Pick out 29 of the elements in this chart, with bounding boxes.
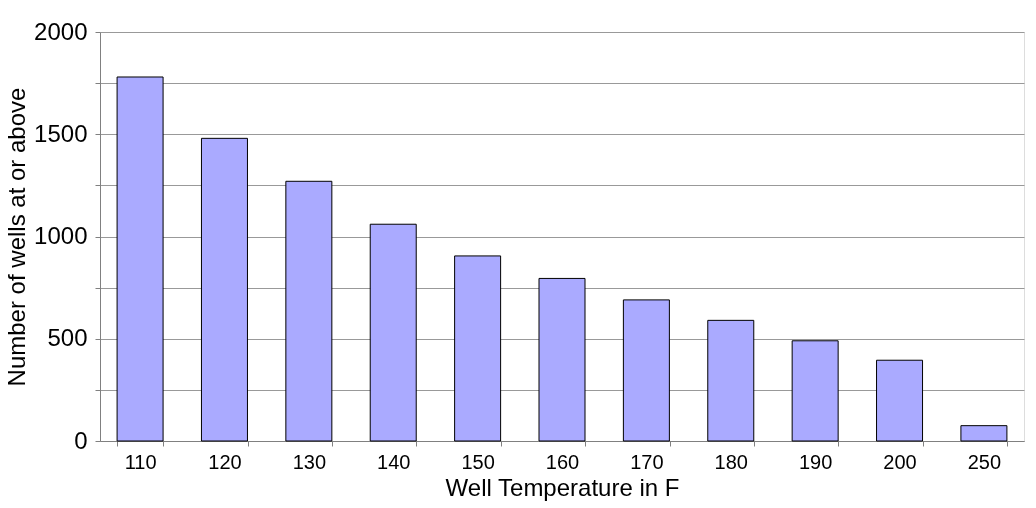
bar	[285, 180, 333, 442]
x-tick-label: 150	[461, 450, 495, 473]
bar	[538, 277, 586, 442]
bar	[622, 299, 670, 442]
bar	[960, 425, 1008, 442]
bar	[200, 137, 248, 442]
bar	[454, 255, 502, 442]
y-tick-label: 2000	[34, 17, 88, 45]
x-tick-label: 130	[292, 450, 327, 473]
bar	[116, 76, 164, 442]
x-tick-label: 120	[208, 450, 242, 473]
x-tick-label: 190	[798, 450, 833, 473]
x-tick-label: 200	[883, 450, 917, 473]
x-tick-label: 110	[124, 450, 157, 473]
bar	[369, 223, 417, 442]
bar	[791, 340, 839, 442]
x-axis-title: Well Temperature in F	[445, 473, 680, 501]
x-tick-label: 170	[630, 450, 664, 473]
x-tick-label: 180	[714, 450, 748, 473]
bar	[876, 359, 924, 442]
y-tick-label: 1000	[34, 222, 88, 249]
x-tick-label: 250	[967, 450, 1002, 473]
x-tick-label: 160	[545, 450, 580, 473]
y-axis-title: Number of wells at or above	[3, 87, 31, 387]
y-tick-label: 0	[74, 426, 88, 454]
bar	[707, 319, 755, 442]
y-tick-label: 1500	[34, 119, 88, 147]
y-tick-label: 500	[47, 324, 88, 352]
x-tick-label: 140	[377, 450, 411, 473]
